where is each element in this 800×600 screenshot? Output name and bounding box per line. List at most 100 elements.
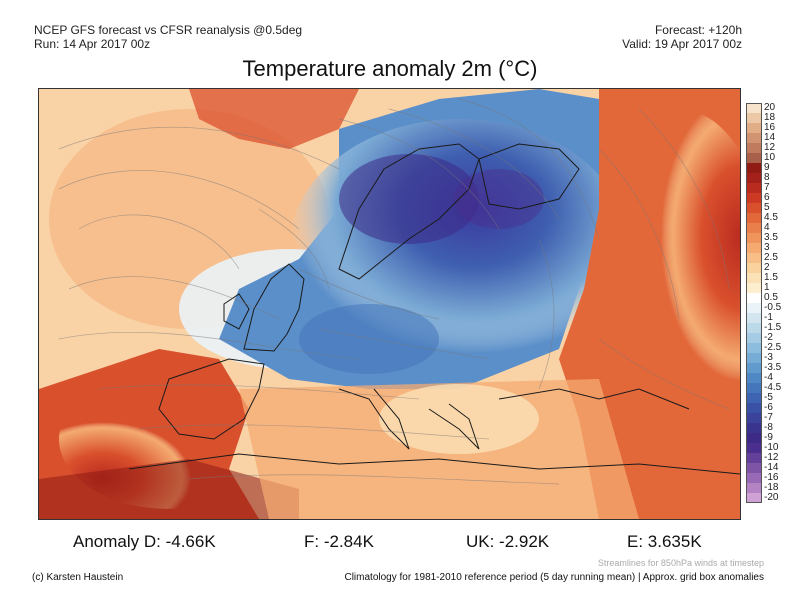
colorbar-cell xyxy=(746,473,762,484)
stat-uk: UK: -2.92K xyxy=(466,532,550,551)
header-left: NCEP GFS forecast vs CFSR reanalysis @0.… xyxy=(34,23,302,51)
stat-france: F: -2.84K xyxy=(304,532,374,551)
colorbar-cell xyxy=(746,163,762,174)
colorbar-tick-label: -6 xyxy=(764,402,773,413)
colorbar-tick-label: 16 xyxy=(764,122,776,133)
colorbar-tick-label: -3.5 xyxy=(764,362,782,373)
colorbar-tick-label: -14 xyxy=(764,462,779,473)
colorbar-cell xyxy=(746,413,762,424)
streamlines-note: Streamlines for 850hPa winds at timestep xyxy=(597,558,764,568)
colorbar-tick-label: 7 xyxy=(764,182,770,193)
colorbar-cell xyxy=(746,303,762,314)
colorbar-tick-label: 18 xyxy=(764,112,776,123)
model-description: NCEP GFS forecast vs CFSR reanalysis @0.… xyxy=(34,23,303,37)
colorbar-cell xyxy=(746,193,762,204)
colorbar-tick-label: -4 xyxy=(764,372,773,383)
colorbar-cell xyxy=(746,143,762,154)
colorbar-tick-label: 2.5 xyxy=(764,252,778,263)
colorbar-cell xyxy=(746,153,762,164)
colorbar-cell xyxy=(746,203,762,214)
colorbar-tick-label: 8 xyxy=(764,172,770,183)
colorbar-tick-label: 3 xyxy=(764,242,770,253)
scandinavia-cold-core xyxy=(339,154,479,244)
colorbar-tick-label: 12 xyxy=(764,142,776,153)
colorbar-tick-label: -5 xyxy=(764,392,773,403)
colorbar-tick-label: -2.5 xyxy=(764,342,782,353)
colorbar-cell xyxy=(746,213,762,224)
colorbar-tick-label: -9 xyxy=(764,432,773,443)
colorbar-cell xyxy=(746,353,762,364)
colorbar-cell xyxy=(746,343,762,354)
colorbar-cell xyxy=(746,263,762,274)
streamlines xyxy=(58,98,730,485)
colorbar-cell xyxy=(746,233,762,244)
colorbar-tick-label: -3 xyxy=(764,352,773,363)
colorbar-tick-label: -1 xyxy=(764,312,773,323)
header-right: Forecast: +120h Valid: 19 Apr 2017 00z xyxy=(622,23,742,51)
colorbar-tick-label: 14 xyxy=(764,132,776,143)
map-title: Temperature anomaly 2m (°C) xyxy=(242,56,538,81)
anomaly-map xyxy=(38,88,741,520)
colorbar-cell xyxy=(746,493,762,503)
colorbar-cell xyxy=(746,173,762,184)
colorbar-cell xyxy=(746,403,762,414)
colorbar-cell xyxy=(746,313,762,324)
colorbar-tick-label: 6 xyxy=(764,192,770,203)
colorbar-tick-label: 1.5 xyxy=(764,272,778,283)
run-time: Run: 14 Apr 2017 00z xyxy=(34,37,151,51)
colorbar-tick-label: 9 xyxy=(764,162,770,173)
colorbar-tick-label: -0.5 xyxy=(764,302,782,313)
forecast-hour: Forecast: +120h xyxy=(654,23,742,37)
colorbar-tick-label: -12 xyxy=(764,452,779,463)
colorbar-cell xyxy=(746,253,762,264)
colorbar-tick-label: -7 xyxy=(764,412,773,423)
colorbar-tick-label: 10 xyxy=(764,152,776,163)
colorbar-cell xyxy=(746,363,762,374)
colorbar-cell xyxy=(746,453,762,464)
colorbar-cell xyxy=(746,183,762,194)
colorbar-tick-label: 0.5 xyxy=(764,292,778,303)
colorbar-tick-label: -1.5 xyxy=(764,322,782,333)
colorbar-cell xyxy=(746,373,762,384)
colorbar-tick-label: -16 xyxy=(764,472,779,483)
colorbar-tick-label: 4 xyxy=(764,222,770,233)
colorbar-cell xyxy=(746,483,762,494)
colorbar xyxy=(746,103,762,503)
colorbar-cell xyxy=(746,133,762,144)
colorbar-tick-label: 2 xyxy=(764,262,770,273)
colorbar-cell xyxy=(746,423,762,434)
stat-germany: Anomaly D: -4.66K xyxy=(73,532,216,551)
colorbar-cell xyxy=(746,383,762,394)
colorbar-tick-label: -20 xyxy=(764,492,779,503)
coastlines xyxy=(128,143,740,475)
colorbar-cell xyxy=(746,273,762,284)
colorbar-cell xyxy=(746,123,762,134)
greenland-warm-area xyxy=(189,89,359,149)
colorbar-tick-label: 5 xyxy=(764,202,770,213)
colorbar-tick-label: -4.5 xyxy=(764,382,782,393)
colorbar-tick-label: 4.5 xyxy=(764,212,778,223)
colorbar-cell xyxy=(746,283,762,294)
map-canvas xyxy=(39,89,740,519)
colorbar-tick-label: 20 xyxy=(764,102,776,113)
sahara-warm-area xyxy=(39,459,299,519)
colorbar-tick-label: -8 xyxy=(764,422,773,433)
colorbar-tick-label: -10 xyxy=(764,442,779,453)
stat-europe: E: 3.635K xyxy=(627,532,702,551)
colorbar-cell xyxy=(746,293,762,304)
climatology-note: Climatology for 1981-2010 reference peri… xyxy=(344,572,764,583)
colorbar-cell xyxy=(746,443,762,454)
colorbar-cell xyxy=(746,243,762,254)
colorbar-tick-label: -18 xyxy=(764,482,779,493)
colorbar-cell xyxy=(746,113,762,124)
colorbar-cell xyxy=(746,333,762,344)
colorbar-cell xyxy=(746,323,762,334)
colorbar-cell xyxy=(746,433,762,444)
colorbar-cell xyxy=(746,463,762,474)
valid-time: Valid: 19 Apr 2017 00z xyxy=(622,37,742,51)
colorbar-tick-label: 1 xyxy=(764,282,770,293)
colorbar-cell xyxy=(746,103,762,114)
colorbar-cell xyxy=(746,393,762,404)
colorbar-tick-label: 3.5 xyxy=(764,232,778,243)
colorbar-cell xyxy=(746,223,762,234)
